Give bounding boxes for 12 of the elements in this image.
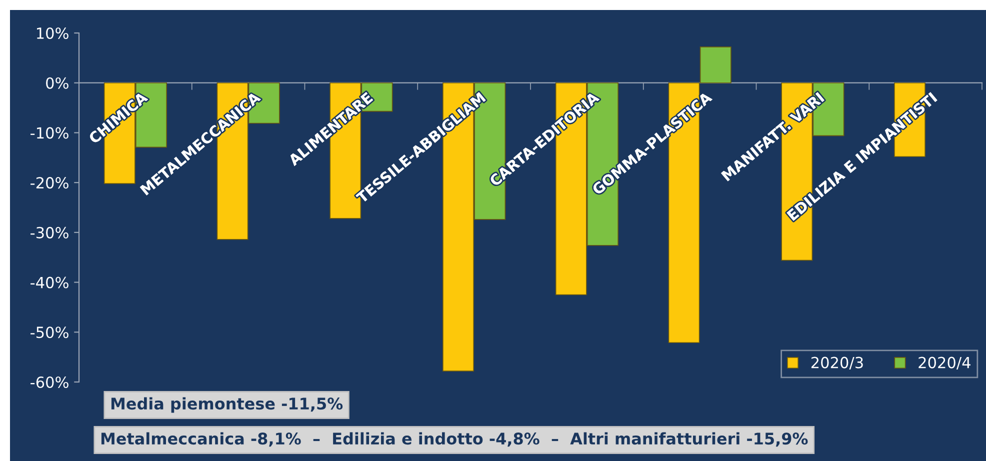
y-tick-label: -40% (30, 276, 68, 288)
y-tick-label: -30% (30, 226, 68, 238)
text: Metalmeccanica -8,1% – Edilizia e indotto -4,8% – Altri manifatturieri -15,9% (101, 432, 808, 447)
legend-label: 2020/3 (811, 356, 863, 370)
y-tick-label: -60% (30, 376, 68, 388)
y-tick-label: 10% (37, 27, 68, 40)
y-tick-label: -50% (30, 326, 68, 338)
text: Media piemontese -11,5% (111, 397, 343, 413)
y-tick-label: -20% (30, 177, 68, 189)
y-tick-label: 0% (46, 77, 68, 89)
y-tick-label: -10% (30, 127, 68, 139)
legend-label: 2020/4 (918, 356, 970, 370)
